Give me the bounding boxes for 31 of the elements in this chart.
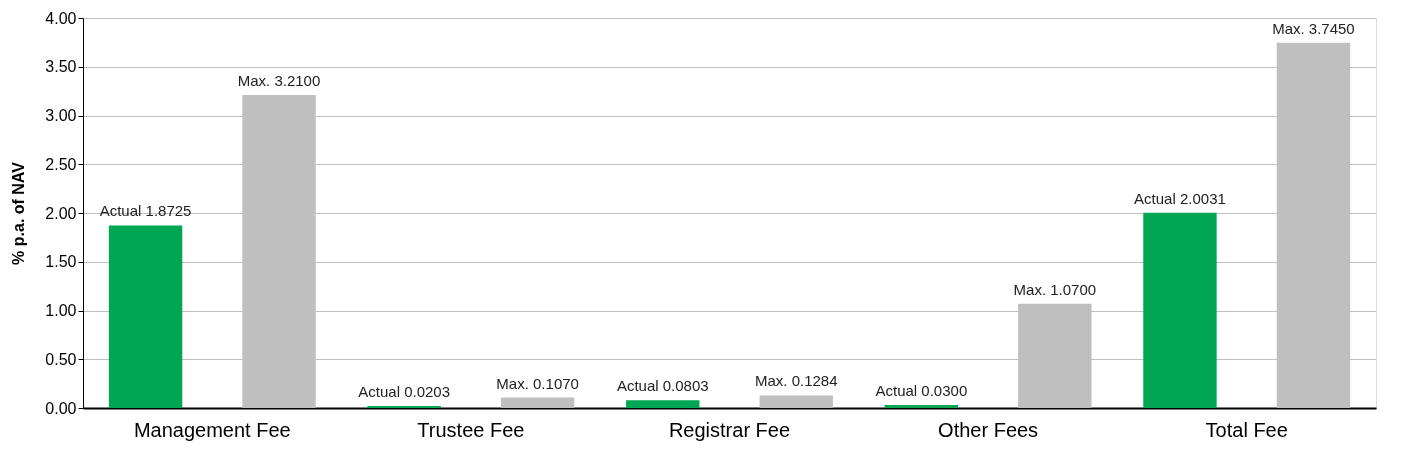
y-tick-label: 0.50 bbox=[45, 350, 77, 368]
y-tick-label: 2.00 bbox=[45, 204, 77, 222]
x-tick-label: Management Fee bbox=[133, 418, 291, 441]
data-label: Actual 0.0300 bbox=[875, 382, 968, 400]
data-label: Max. 0.1070 bbox=[496, 374, 579, 392]
bar bbox=[108, 225, 183, 408]
x-tick-label: Trustee Fee bbox=[417, 418, 525, 441]
bar bbox=[759, 395, 833, 408]
data-label: Actual 0.0803 bbox=[616, 377, 709, 395]
bar bbox=[1143, 212, 1217, 408]
data-label: Actual 0.0203 bbox=[358, 383, 451, 401]
bar bbox=[884, 405, 959, 408]
y-axis-title: % p.a. of NAV bbox=[10, 161, 28, 265]
bar bbox=[626, 400, 700, 408]
x-tick-label: Total Fee bbox=[1205, 418, 1288, 441]
x-tick-label: Other Fees bbox=[938, 418, 1039, 441]
data-label: Max. 0.1284 bbox=[754, 372, 838, 390]
y-tick-label: 4.00 bbox=[45, 9, 77, 27]
y-tick-label: 1.50 bbox=[45, 253, 77, 271]
data-label: Actual 1.8725 bbox=[99, 202, 192, 220]
y-tick-label: 3.00 bbox=[45, 107, 77, 124]
x-tick-label: Registrar Fee bbox=[668, 418, 791, 441]
y-tick-label: 0.00 bbox=[45, 399, 77, 417]
data-label: Actual 2.0031 bbox=[1134, 189, 1226, 207]
y-tick-label: 3.50 bbox=[45, 58, 77, 76]
bar bbox=[500, 397, 575, 408]
data-label: Max. 3.2100 bbox=[237, 72, 321, 90]
data-label: Max. 3.7450 bbox=[1272, 19, 1355, 37]
data-label: Max. 1.0700 bbox=[1013, 280, 1097, 298]
y-tick-label: 1.00 bbox=[45, 302, 77, 319]
y-tick-label: 2.50 bbox=[45, 155, 77, 173]
